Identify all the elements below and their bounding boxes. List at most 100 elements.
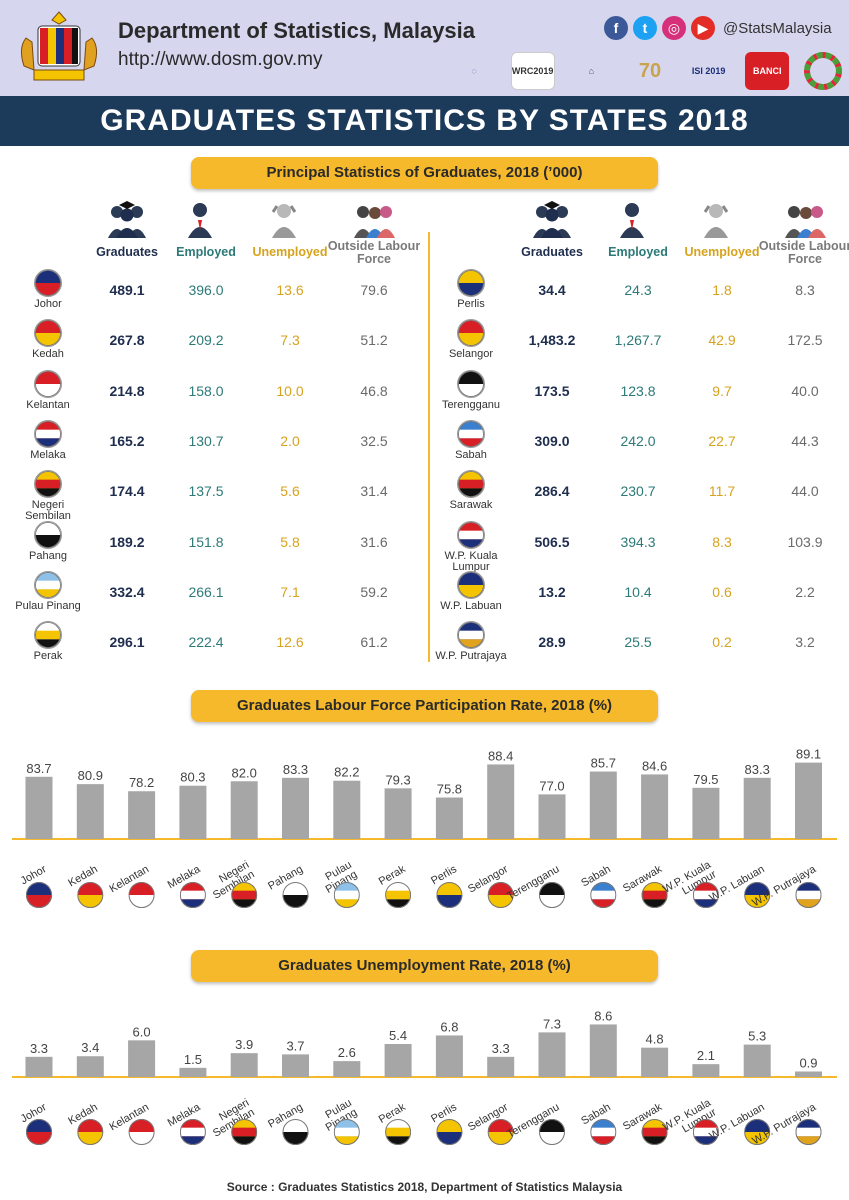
outside-labour-force-icon	[351, 200, 397, 243]
state-name: Terengganu	[441, 398, 501, 411]
cell-outside-sarawak: 44.0	[791, 483, 819, 500]
isi-logo: ISI 2019	[691, 65, 726, 76]
cell-employed-sarawak: 230.7	[620, 483, 656, 500]
cell-unemployed-w-p-labuan: 0.6	[712, 583, 732, 600]
page-header: Department of Statistics, Malaysia http:…	[0, 0, 849, 96]
wrc-logo: WRC2019	[510, 52, 555, 90]
cell-graduates-sabah: 309.0	[534, 432, 570, 449]
cell-employed-sabah: 242.0	[620, 432, 656, 449]
cell-outside-johor: 79.6	[360, 282, 388, 298]
data-label-w-p-labuan: 5.3	[748, 1029, 766, 1044]
data-label-johor: 83.7	[26, 761, 51, 776]
cell-graduates-negeri-sembilan: 174.4	[109, 483, 145, 500]
table-row-state-pulau-pinang: Pulau Pinang	[8, 570, 88, 612]
terengganu-flag-icon	[539, 1119, 565, 1145]
perak-flag-icon	[385, 882, 412, 908]
left-header-unemployed: Unemployed	[252, 245, 328, 259]
sabah-flag-icon	[590, 1119, 617, 1145]
cell-outside-negeri-sembilan: 31.4	[360, 483, 388, 500]
bar-melaka	[179, 1067, 207, 1077]
table-title: Principal Statistics of Graduates, 2018 …	[191, 157, 658, 189]
left-header-graduates: Graduates	[96, 245, 158, 259]
data-label-perlis: 75.8	[437, 782, 462, 797]
bar-w-p-putrajaya	[795, 1071, 822, 1077]
data-label-kelantan: 78.2	[129, 775, 154, 790]
data-label-melaka: 1.5	[184, 1052, 202, 1067]
bar-perlis	[435, 1035, 463, 1077]
state-name: Negeri Sembilan	[25, 499, 71, 523]
unemployed-icon	[267, 200, 301, 243]
malaysia-coat-of-arms-icon	[20, 11, 98, 81]
left-header-employed: Employed	[176, 245, 236, 259]
cell-graduates-johor: 489.1	[109, 282, 145, 298]
data-label-perlis: 6.8	[440, 1019, 458, 1034]
bar-pahang	[282, 1054, 309, 1077]
employed-icon	[183, 200, 217, 243]
bar-terengganu	[538, 1032, 566, 1077]
cell-outside-w-p-labuan: 2.2	[795, 583, 815, 600]
cell-employed-perlis: 24.3	[624, 282, 652, 298]
pulau-pinang-flag-icon	[333, 1119, 360, 1145]
cell-graduates-selangor: 1,483.2	[528, 332, 576, 349]
cell-employed-kedah: 209.2	[188, 332, 224, 349]
twitter-icon[interactable]: t	[633, 16, 657, 40]
perlis-flag-icon	[436, 882, 463, 908]
state-name: Perak	[33, 650, 63, 663]
selangor-flag-icon	[487, 1119, 514, 1145]
data-label-pahang: 3.7	[286, 1038, 304, 1053]
bar-kelantan	[128, 1040, 156, 1077]
instagram-icon[interactable]: ◎	[662, 16, 686, 40]
outside-labour-force-icon	[782, 200, 828, 243]
table-row-state-negeri-sembilan: Negeri Sembilan	[8, 470, 88, 522]
johor-flag-icon	[26, 1119, 52, 1145]
event-logos: ◌ WRC2019 ⌂ 70 ISI 2019 BANCI	[452, 50, 842, 92]
data-label-selangor: 3.3	[492, 1041, 510, 1056]
bar-perak	[384, 1044, 412, 1077]
cell-employed-terengganu: 123.8	[620, 382, 656, 399]
state-name: W.P. Kuala Lumpur	[444, 549, 498, 573]
table-row-state-selangor: Selangor	[431, 319, 511, 360]
facebook-icon[interactable]: f	[604, 16, 628, 40]
org-title: Department of Statistics, Malaysia	[118, 18, 476, 43]
data-label-melaka: 80.3	[180, 770, 205, 785]
org-url[interactable]: http://www.dosm.gov.my	[118, 49, 323, 70]
cell-unemployed-perlis: 1.8	[712, 282, 732, 298]
state-name: Sabah	[455, 448, 487, 461]
data-label-w-p-putrajaya: 89.1	[796, 747, 821, 762]
cell-graduates-kedah: 267.8	[109, 332, 145, 349]
social-handle[interactable]: @StatsMalaysia	[723, 19, 832, 37]
cell-employed-negeri-sembilan: 137.5	[188, 483, 224, 500]
data-label-kelantan: 6.0	[133, 1024, 151, 1039]
bar-sabah	[589, 771, 617, 839]
cell-graduates-perak: 296.1	[109, 634, 145, 651]
kedah-flag-icon	[34, 319, 62, 348]
table-row-state-sabah: Sabah	[431, 419, 511, 461]
cell-graduates-w-p-kuala-lumpur: 506.5	[534, 533, 570, 550]
cell-unemployed-sarawak: 11.7	[708, 483, 736, 500]
cell-outside-w-p-putrajaya: 3.2	[795, 634, 815, 651]
bar-w-p-putrajaya	[795, 762, 822, 839]
bar-selangor	[487, 1056, 515, 1077]
bar-w-p-labuan	[743, 777, 771, 839]
data-label-perak: 5.4	[389, 1028, 407, 1043]
pahang-flag-icon	[282, 1119, 309, 1145]
w-p-labuan-flag-icon	[457, 570, 485, 599]
cell-graduates-pulau-pinang: 332.4	[109, 583, 145, 600]
w-p-putrajaya-flag-icon	[457, 621, 485, 650]
cell-unemployed-johor: 13.6	[276, 282, 304, 298]
sdg-wheel-icon	[803, 52, 842, 90]
cell-employed-kelantan: 158.0	[188, 382, 224, 399]
cell-unemployed-selangor: 42.9	[708, 332, 736, 349]
youtube-icon[interactable]: ▶	[691, 16, 715, 40]
bar-melaka	[179, 785, 207, 839]
cell-employed-johor: 396.0	[188, 282, 224, 298]
cell-outside-melaka: 32.5	[360, 432, 388, 449]
source-note: Source : Graduates Statistics 2018, Depa…	[226, 1180, 623, 1194]
w-p-kuala-lumpur-flag-icon	[692, 882, 719, 908]
data-label-pulau-pinang: 2.6	[338, 1045, 356, 1060]
cell-employed-pulau-pinang: 266.1	[188, 583, 224, 600]
cell-unemployed-w-p-kuala-lumpur: 8.3	[712, 533, 732, 550]
data-label-terengganu: 77.0	[539, 778, 564, 793]
perak-flag-icon	[385, 1119, 412, 1145]
bar-kedah	[76, 1056, 104, 1077]
